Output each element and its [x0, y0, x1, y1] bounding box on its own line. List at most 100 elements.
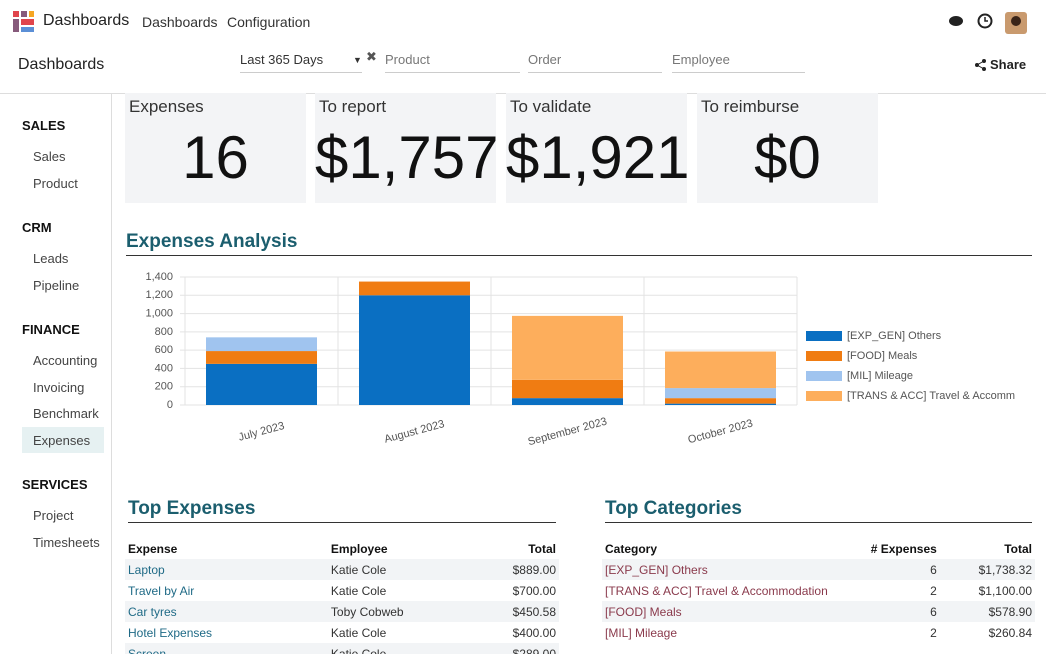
kpi-card[interactable]: To validate $1,921: [506, 93, 690, 203]
bar-segment: [206, 351, 317, 364]
table-cell: Katie Cole: [330, 625, 387, 640]
legend-label: [FOOD] Meals: [847, 350, 918, 362]
table-row[interactable]: [TRANS & ACC] Travel & Accommodation 2 $1,…: [602, 580, 1035, 601]
sidebar-item[interactable]: Product: [33, 175, 78, 191]
y-tick-label: 600: [155, 344, 173, 356]
table-row[interactable]: Car tyres Toby Cobweb $450.58: [125, 601, 559, 622]
legend-swatch: [806, 391, 842, 401]
header-row: Expense Employee Total: [125, 538, 559, 559]
sidebar-heading: FINANCE: [22, 322, 80, 337]
header-cell: Employee: [330, 541, 388, 556]
kpi-label: Expenses: [129, 97, 204, 116]
sidebar-item[interactable]: Pipeline: [33, 277, 80, 293]
app-logo: [13, 11, 34, 32]
table-row[interactable]: [FOOD] Meals 6 $578.90: [602, 601, 1035, 622]
table-cell: Hotel Expenses: [128, 625, 213, 640]
menu-item[interactable]: Configuration: [227, 14, 311, 30]
sidebar-item[interactable]: Expenses: [33, 432, 91, 448]
table-title: Top Categories: [605, 498, 1032, 523]
bar-segment: [665, 388, 776, 399]
app-name[interactable]: Dashboards: [43, 12, 130, 29]
table-cell: [MIL] Mileage: [605, 625, 678, 640]
legend-label: [MIL] Mileage: [847, 370, 913, 382]
sidebar-heading: SERVICES: [22, 477, 88, 492]
header-cell: Total: [1004, 541, 1032, 556]
order-filter[interactable]: Order: [528, 52, 662, 73]
active-highlight: [22, 426, 104, 453]
sidebar-border: [111, 94, 112, 654]
y-tick-label: 1,000: [145, 307, 173, 319]
table-row[interactable]: Screen Katie Cole $289.00: [125, 643, 559, 654]
table-cell: Katie Cole: [327, 643, 484, 654]
employee-filter[interactable]: Employee: [672, 52, 805, 73]
breadcrumb: Dashboards: [18, 56, 105, 73]
table-cell: Screen: [125, 643, 328, 654]
table-cell: 2: [930, 583, 937, 598]
y-tick-label: 800: [155, 326, 173, 338]
table-cell: Laptop: [125, 559, 328, 580]
y-tick-label: 400: [155, 362, 173, 374]
table-cell: Toby Cobweb: [327, 601, 484, 622]
sidebar-item[interactable]: Project: [33, 508, 74, 523]
header-cell: Expense: [128, 541, 178, 556]
sidebar-heading: SALES: [22, 118, 66, 133]
table-cell: [TRANS & ACC] Travel & Accommodation: [605, 583, 828, 598]
top-expenses-table: Expense Employee Total Laptop Katie Cole $889…: [125, 538, 559, 654]
table-cell: Travel by Air: [128, 583, 195, 598]
sidebar-item[interactable]: Timesheets: [33, 534, 100, 550]
table-row[interactable]: Travel by Air Katie Cole $700.00: [125, 580, 559, 601]
table-cell: $578.90: [939, 601, 1035, 622]
bar-segment: [512, 398, 623, 405]
menu-item[interactable]: Dashboards: [142, 14, 218, 30]
table-row[interactable]: Laptop Katie Cole $889.00: [125, 559, 559, 580]
kpi-value: 16: [182, 124, 249, 191]
legend-swatch: [806, 371, 842, 381]
kpi-card[interactable]: To report $1,757: [315, 93, 499, 203]
header-cell: Total: [528, 541, 556, 556]
sidebar-item[interactable]: Benchmark: [33, 406, 99, 421]
sidebar-item[interactable]: Leads: [33, 251, 69, 266]
caret[interactable]: ▼: [353, 55, 362, 65]
y-tick-label: 0: [167, 399, 173, 411]
bar-segment: [359, 295, 470, 405]
share-button[interactable]: Share: [990, 57, 1027, 72]
chat-icon[interactable]: [949, 16, 963, 26]
kpi-label: To reimburse: [701, 97, 800, 116]
table-cell: 6: [834, 559, 940, 580]
sidebar-item[interactable]: Sales: [33, 149, 66, 164]
table-cell: $450.58: [483, 601, 559, 622]
y-tick-label: 1,200: [145, 289, 173, 301]
kpi-card[interactable]: Expenses 16: [125, 93, 306, 203]
sidebar-item[interactable]: Accounting: [33, 353, 98, 368]
clear-filter[interactable]: ✖: [366, 49, 377, 64]
legend-swatch: [806, 331, 842, 341]
product-filter[interactable]: Product: [385, 52, 520, 73]
kpi-label: To validate: [510, 97, 592, 116]
kpi-card[interactable]: To reimburse $0: [697, 93, 878, 203]
legend-swatch: [806, 351, 842, 361]
activity-icon[interactable]: [977, 13, 993, 29]
kpi-value: $1,757: [315, 124, 499, 191]
table-cell: Katie Cole: [330, 583, 387, 598]
x-tick-label: October 2023: [687, 417, 754, 446]
top-categories-table: Category # Expenses Total [EXP_GEN] Others 6…: [602, 538, 1035, 643]
legend-label: [TRANS & ACC] Travel & Accommodation: [847, 390, 1046, 402]
period-filter[interactable]: Last 365 Days: [240, 52, 362, 73]
header-cell: Category: [605, 541, 658, 556]
table-cell: 6: [834, 601, 940, 622]
kpi-value: $0: [754, 124, 821, 191]
sidebar-item[interactable]: Invoicing: [33, 379, 85, 395]
kpi-value: $1,921: [506, 124, 690, 191]
table-row[interactable]: [EXP_GEN] Others 6 $1,738.32: [602, 559, 1035, 580]
table-cell: $889.00: [483, 559, 559, 580]
table-row[interactable]: Hotel Expenses Katie Cole $400.00: [125, 622, 559, 643]
x-tick-label: July 2023: [237, 420, 286, 444]
bar-segment: [206, 363, 317, 405]
x-tick-label: August 2023: [383, 418, 446, 446]
y-tick-label: 200: [155, 381, 173, 393]
bar-segment: [206, 337, 317, 352]
table-row[interactable]: [MIL] Mileage 2 $260.84: [602, 622, 1035, 643]
table-cell: 2: [930, 625, 937, 640]
table-cell: $400.00: [512, 625, 556, 640]
